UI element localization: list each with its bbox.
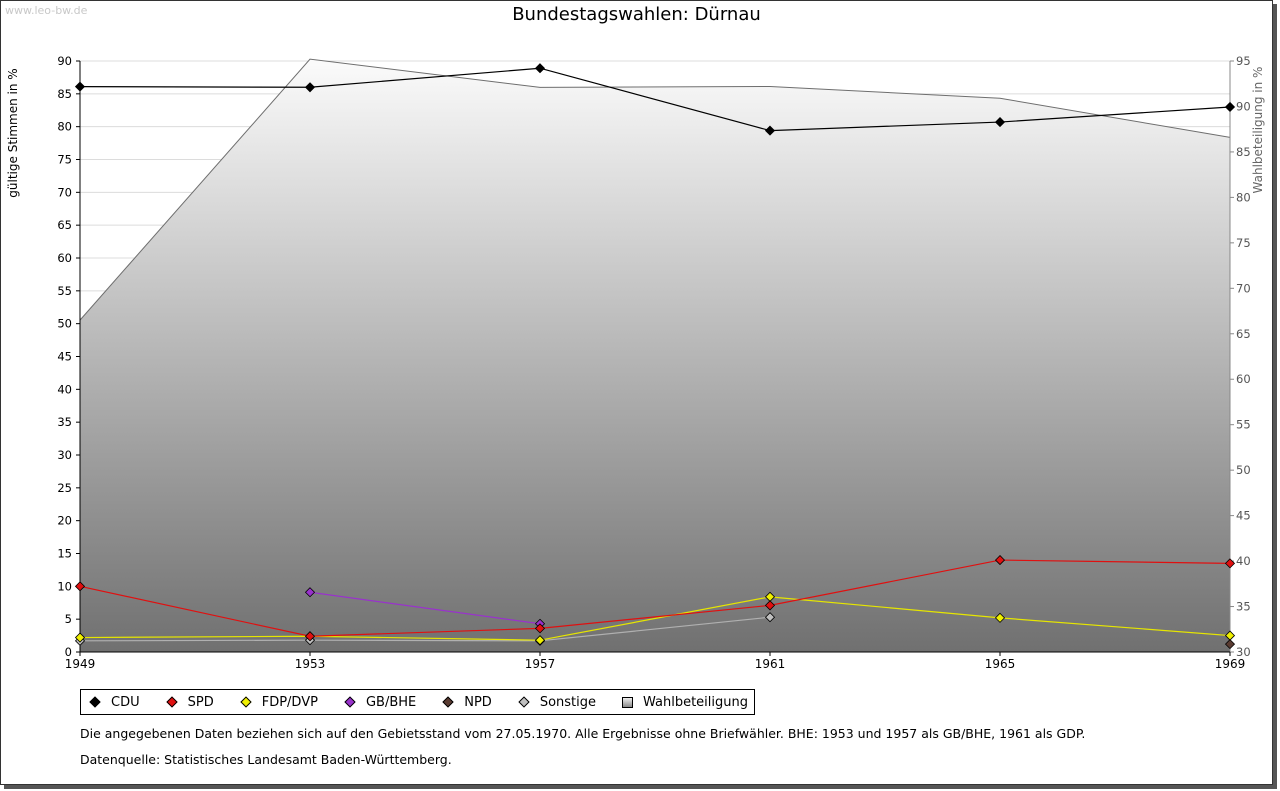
legend-item-wahlbeteiligung: Wahlbeteiligung <box>618 695 748 710</box>
legend-item-gb-bhe: GB/BHE <box>340 695 416 710</box>
y-tick-label: 10 <box>57 579 72 593</box>
y2-tick-label: 95 <box>1236 54 1251 68</box>
y-tick-label: 40 <box>57 382 72 396</box>
y-tick-label: 35 <box>57 415 72 429</box>
legend-label: SPD <box>187 694 214 710</box>
legend-label: FDP/DVP <box>261 694 318 710</box>
y2-tick-label: 90 <box>1236 99 1251 113</box>
point-cdu <box>74 81 86 92</box>
y-tick-label: 75 <box>57 153 72 167</box>
point-cdu <box>534 63 546 74</box>
legend-item-spd: SPD <box>162 695 214 710</box>
point-spd <box>764 600 776 611</box>
point-cdu <box>764 125 776 136</box>
point-npd <box>1224 639 1236 650</box>
legend-item-npd: NPD <box>438 695 492 710</box>
series-layer <box>74 63 1236 650</box>
y-tick-label: 65 <box>57 218 72 232</box>
x-tick-label: 1949 <box>65 657 96 671</box>
y-tick-label: 90 <box>57 54 72 68</box>
series-line-sonstige <box>79 616 771 642</box>
series-line-gb-bhe <box>309 591 541 625</box>
series-line-spd <box>79 559 1231 637</box>
axes-layer: 0 5 10 15 20 25 30 35 40 45 50 55 60 65 70 75 80 85 90 30 35… <box>57 54 1250 671</box>
x-tick-label: 1957 <box>525 657 556 671</box>
turnout-area-layer <box>79 58 1231 653</box>
y2-tick-label: 45 <box>1236 509 1251 523</box>
legend-label: NPD <box>464 694 492 710</box>
point-cdu <box>1224 101 1236 113</box>
y2-tick-label: 80 <box>1236 190 1251 204</box>
series-line-fdp-dvp <box>79 596 1231 641</box>
point-gb-bhe <box>304 587 316 598</box>
y2-tick-label: 70 <box>1236 281 1251 295</box>
y2-tick-label: 35 <box>1236 600 1251 614</box>
y2-tick-label: 30 <box>1236 645 1251 659</box>
point-fdp-dvp <box>534 635 546 646</box>
y-tick-label: 5 <box>65 612 72 626</box>
legend-marker-sonstige <box>518 696 530 708</box>
y-axis-label: gültige Stimmen in % <box>6 68 20 197</box>
y-tick-label: 15 <box>57 547 72 561</box>
footnote: Die angegebenen Daten beziehen sich auf … <box>80 726 1086 741</box>
point-spd <box>304 631 316 642</box>
y-tick-label: 85 <box>57 87 72 101</box>
legend-label: Sonstige <box>539 694 596 710</box>
y2-tick-label: 60 <box>1236 372 1251 386</box>
y2-tick-label: 40 <box>1236 554 1251 568</box>
y-tick-label: 70 <box>57 185 72 199</box>
y-tick-label: 60 <box>57 251 72 265</box>
y2-tick-label: 50 <box>1236 463 1251 477</box>
series-line-cdu <box>79 67 1231 132</box>
point-cdu <box>304 82 316 93</box>
data-source: Datenquelle: Statistisches Landesamt Bad… <box>80 752 452 767</box>
point-fdp-dvp <box>994 612 1006 623</box>
legend-label: CDU <box>111 694 140 710</box>
legend-marker-spd <box>165 696 178 708</box>
y-tick-label: 20 <box>57 514 72 528</box>
y2-axis-label: Wahlbeteiligung in % <box>1251 67 1265 194</box>
point-spd <box>1224 558 1236 569</box>
y-tick-label: 50 <box>57 317 72 331</box>
y2-tick-label: 55 <box>1236 418 1251 432</box>
legend-marker-cdu <box>89 696 101 708</box>
watermark: www.leo-bw.de <box>5 4 88 17</box>
y2-tick-label: 85 <box>1236 145 1251 159</box>
legend: CDU SPD FDP/DVP GB/BHE NPD Sonstige Wahlbeteil… <box>80 689 756 715</box>
x-tick-label: 1965 <box>985 657 1016 671</box>
y-tick-label: 30 <box>57 448 72 462</box>
point-fdp-dvp <box>74 632 86 643</box>
legend-marker-npd <box>442 696 454 708</box>
y-tick-label: 25 <box>57 481 72 495</box>
legend-label: GB/BHE <box>365 694 417 710</box>
y2-tick-label: 75 <box>1236 236 1251 250</box>
point-spd <box>534 623 546 634</box>
x-tick-label: 1953 <box>295 657 326 671</box>
legend-label: Wahlbeteiligung <box>643 694 749 710</box>
y-tick-label: 80 <box>57 120 72 134</box>
legend-marker-gb-bhe <box>344 696 356 708</box>
legend-item-sonstige: Sonstige <box>514 695 596 710</box>
x-tick-label: 1969 <box>1215 657 1246 671</box>
turnout-line <box>79 58 1231 321</box>
x-tick-label: 1961 <box>755 657 786 671</box>
chart-title: Bundestagswahlen: Dürnau <box>512 4 761 25</box>
point-cdu <box>994 117 1006 128</box>
point-sonstige <box>764 612 776 623</box>
turnout-area <box>80 59 1230 653</box>
point-spd <box>74 581 86 592</box>
legend-marker-wahlbeteiligung <box>622 696 633 708</box>
legend-marker-fdp-dvp <box>240 696 252 708</box>
y2-tick-label: 65 <box>1236 327 1251 341</box>
legend-item-cdu: CDU <box>85 695 140 710</box>
y-tick-label: 45 <box>57 350 72 364</box>
y-tick-label: 0 <box>65 645 72 659</box>
y-tick-label: 55 <box>57 284 72 298</box>
legend-item-fdp-dvp: FDP/DVP <box>236 695 318 710</box>
point-spd <box>994 555 1006 566</box>
